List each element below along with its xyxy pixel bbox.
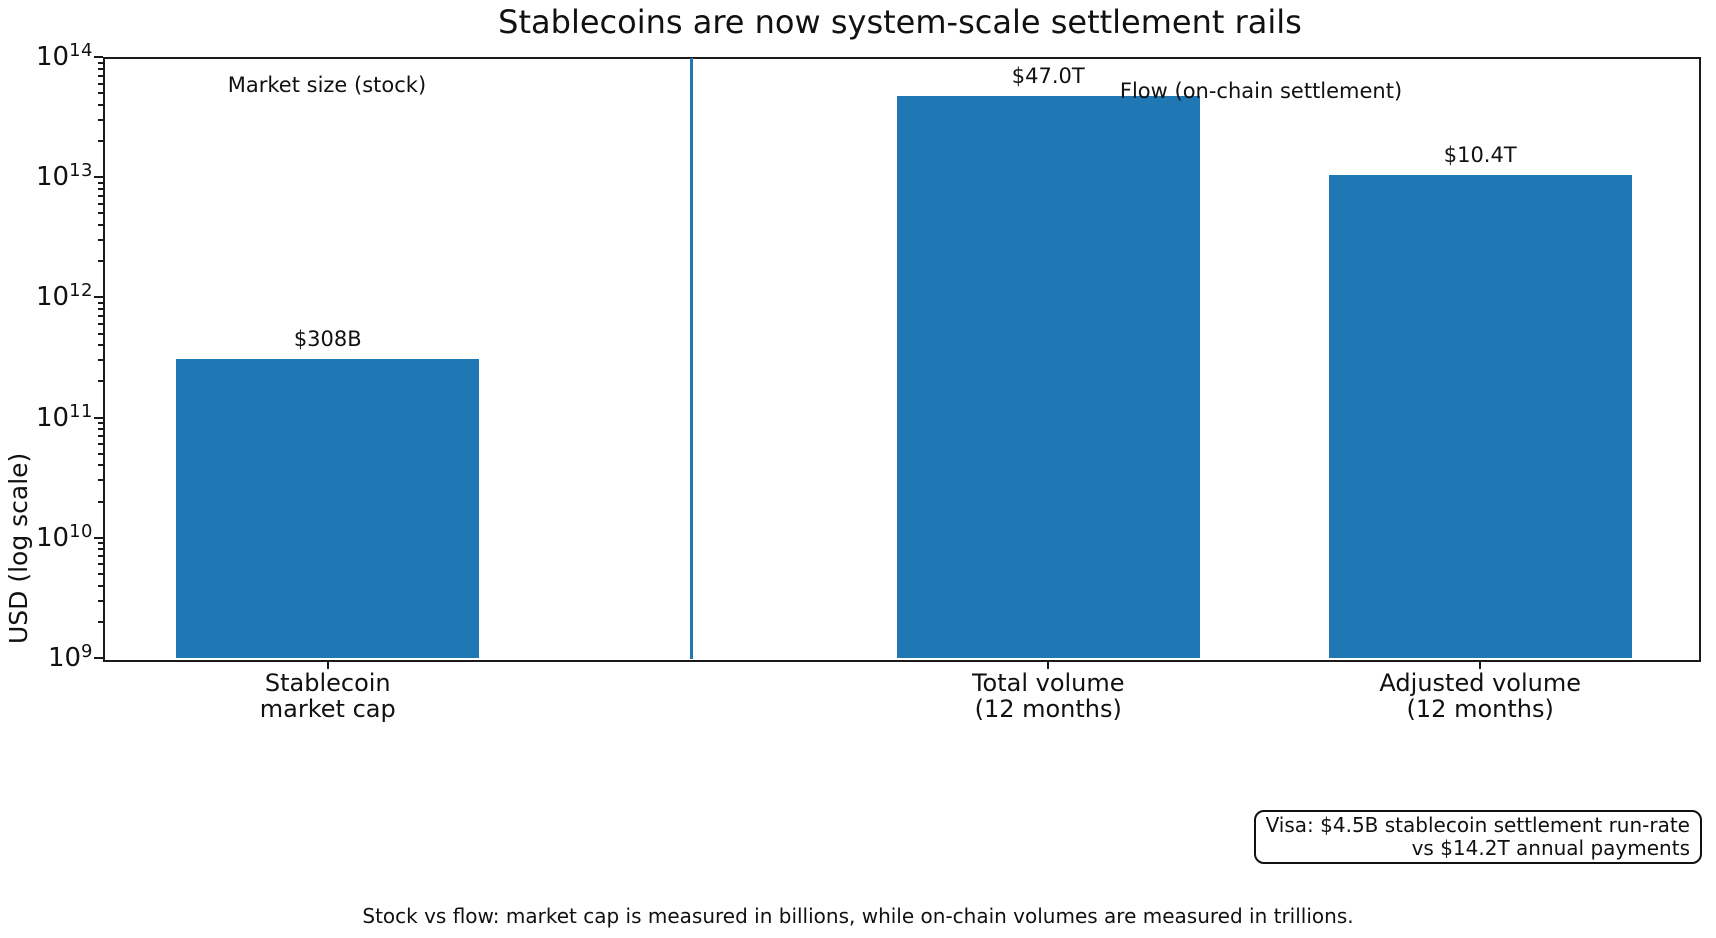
y-minor-tick <box>98 584 103 587</box>
y-minor-tick <box>98 563 103 566</box>
bar-value-label: $308B <box>293 326 362 351</box>
y-minor-tick <box>98 332 103 335</box>
y-major-tick <box>94 176 103 179</box>
stock-flow-divider <box>689 58 693 659</box>
y-minor-tick <box>98 239 103 242</box>
y-minor-tick <box>98 422 103 425</box>
y-minor-tick <box>98 359 103 362</box>
y-minor-tick <box>98 260 103 263</box>
y-minor-tick <box>98 548 103 551</box>
y-minor-tick <box>98 344 103 347</box>
y-axis-label: USD (log scale) <box>4 452 33 645</box>
y-tick-label: 109 <box>47 641 93 674</box>
y-minor-tick <box>98 380 103 383</box>
y-minor-tick <box>98 599 103 602</box>
visa-note-line-1: Visa: $4.5B stablecoin settlement run-ra… <box>1265 813 1690 837</box>
y-major-tick <box>94 416 103 419</box>
y-minor-tick <box>98 202 103 205</box>
y-minor-tick <box>98 187 103 190</box>
x-tick-mark <box>1047 660 1050 669</box>
y-minor-tick <box>98 224 103 227</box>
y-minor-tick <box>98 308 103 311</box>
y-minor-tick <box>98 620 103 623</box>
visa-note-box: Visa: $4.5B stablecoin settlement run-ra… <box>1253 810 1702 864</box>
y-major-tick <box>94 56 103 58</box>
bar-value-label: $10.4T <box>1443 143 1517 168</box>
bar <box>896 96 1200 658</box>
bar <box>1328 175 1632 658</box>
y-minor-tick <box>98 140 103 143</box>
y-tick-label: 1010 <box>36 520 93 553</box>
y-minor-tick <box>98 118 103 121</box>
x-tick-mark <box>326 660 329 669</box>
x-tick-label: Stablecoin market cap <box>259 669 396 723</box>
y-minor-tick <box>98 212 103 215</box>
group-annotation: Flow (on-chain settlement) <box>1119 79 1403 103</box>
y-minor-tick <box>98 443 103 446</box>
y-minor-tick <box>98 572 103 575</box>
y-minor-tick <box>98 452 103 455</box>
visa-note-line-2: vs $14.2T annual payments <box>1411 836 1690 860</box>
y-major-tick <box>94 536 103 539</box>
y-major-tick <box>94 296 103 299</box>
y-minor-tick <box>98 555 103 558</box>
y-major-tick <box>94 657 103 659</box>
y-minor-tick <box>98 479 103 482</box>
y-minor-tick <box>98 315 103 318</box>
x-tick-label: Adjusted volume (12 months) <box>1379 669 1581 723</box>
chart-title: Stablecoins are now system-scale settlem… <box>498 3 1302 41</box>
x-tick-label: Total volume (12 months) <box>971 669 1125 723</box>
y-tick-label: 1014 <box>36 40 93 73</box>
y-minor-tick <box>98 67 103 70</box>
y-tick-label: 1012 <box>36 280 93 313</box>
y-minor-tick <box>98 181 103 184</box>
x-tick-mark <box>1479 660 1482 669</box>
y-minor-tick <box>98 103 103 106</box>
y-minor-tick <box>98 500 103 503</box>
y-minor-tick <box>98 323 103 326</box>
bar-value-label: $47.0T <box>1011 64 1085 89</box>
y-tick-label: 1013 <box>36 160 93 193</box>
group-annotation: Market size (stock) <box>227 73 427 97</box>
y-minor-tick <box>98 428 103 431</box>
footnote-text: Stock vs flow: market cap is measured in… <box>362 904 1354 928</box>
y-minor-tick <box>98 542 103 545</box>
bar <box>176 358 480 658</box>
y-minor-tick <box>98 92 103 95</box>
y-minor-tick <box>98 74 103 77</box>
y-minor-tick <box>98 61 103 64</box>
y-minor-tick <box>98 82 103 85</box>
y-tick-label: 1011 <box>36 400 93 433</box>
y-minor-tick <box>98 464 103 467</box>
y-minor-tick <box>98 194 103 197</box>
y-minor-tick <box>98 301 103 304</box>
y-minor-tick <box>98 435 103 438</box>
